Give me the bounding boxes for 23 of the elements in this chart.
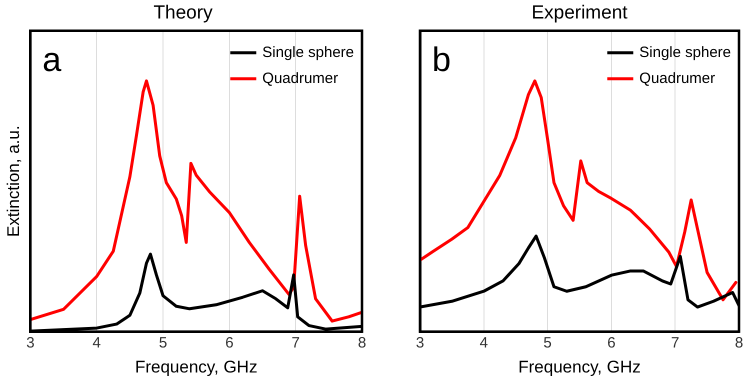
chart-title: Experiment	[531, 2, 628, 24]
y-axis-title: Extinction, a.u.	[4, 125, 23, 237]
x-tick-label: 7	[671, 334, 680, 352]
x-axis-title: Frequency, GHz	[134, 357, 258, 376]
legend-label: Single sphere	[262, 44, 354, 61]
x-tick-label: 5	[543, 334, 552, 352]
legend-label: Single sphere	[639, 44, 732, 61]
x-axis-title: Frequency, GHz	[518, 357, 641, 376]
x-tick-label: 5	[158, 334, 168, 352]
x-tick-label: 3	[26, 334, 35, 352]
legend-label: Quadrumer	[262, 70, 338, 87]
x-tick-label: 6	[225, 334, 234, 352]
x-tick-label: 4	[480, 334, 488, 352]
text: a	[42, 41, 62, 80]
x-tick-label: 8	[358, 334, 366, 352]
x-tick-label: 4	[92, 334, 101, 352]
legend-label: Quadrumer	[639, 70, 716, 87]
x-tick-label: 7	[292, 334, 300, 352]
chart-title: Theory	[153, 2, 214, 24]
x-tick-label: 3	[416, 334, 424, 352]
x-tick-label: 6	[607, 334, 616, 352]
text: b	[432, 41, 451, 80]
x-tick-label: 8	[734, 334, 744, 352]
